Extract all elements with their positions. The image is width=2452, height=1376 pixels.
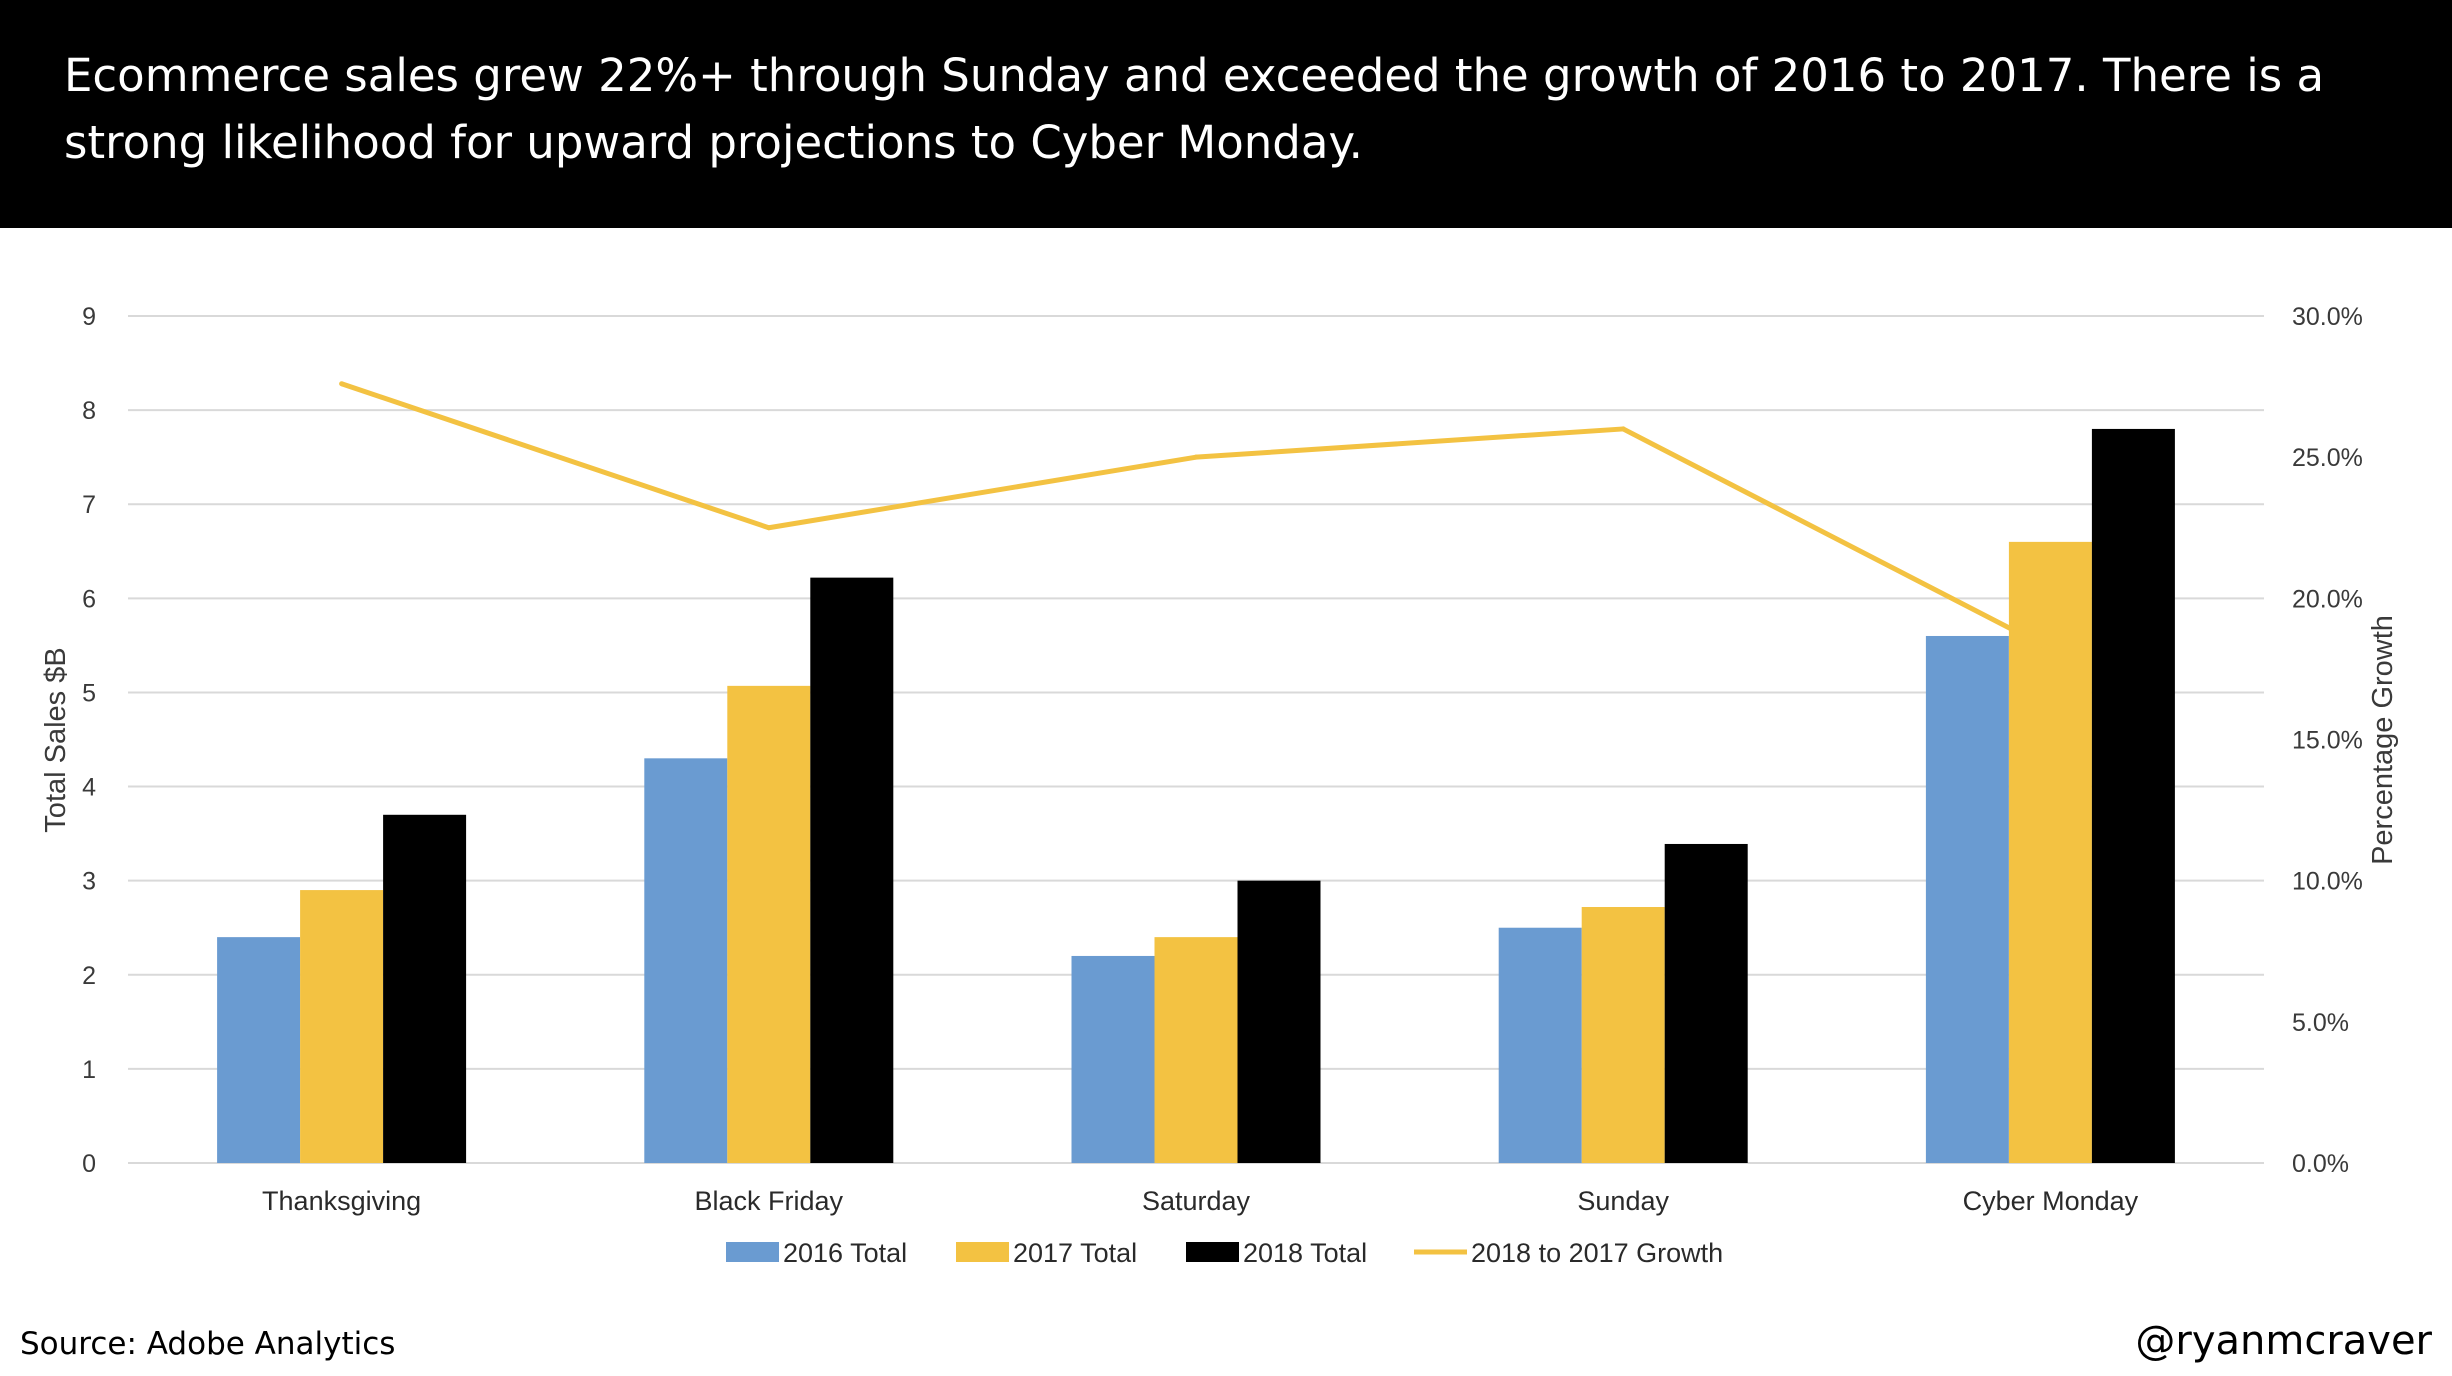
y2-tick-label: 20.0% xyxy=(2292,585,2363,613)
x-category-label: Sunday xyxy=(1577,1186,1669,1216)
legend-label: 2018 Total xyxy=(1243,1238,1367,1268)
y-tick-label: 4 xyxy=(82,774,96,802)
gridlines xyxy=(128,315,2264,1164)
legend-swatch xyxy=(726,1242,779,1262)
x-category-label: Thanksgiving xyxy=(262,1186,421,1216)
bar-2018-total xyxy=(1664,843,1748,1163)
y-tick-label: 8 xyxy=(82,397,96,425)
growth-point xyxy=(1193,454,1199,460)
y-axis-left: 0 1 2 3 4 5 6 7 8 9 xyxy=(82,303,96,1178)
y2-tick-label: 5.0% xyxy=(2292,1009,2349,1037)
x-category-label: Saturday xyxy=(1142,1186,1251,1216)
y2-tick-label: 25.0% xyxy=(2292,444,2363,472)
growth-point xyxy=(766,525,772,531)
source-note: Source: Adobe Analytics xyxy=(20,1326,396,1362)
combo-chart: 0 1 2 3 4 5 6 7 8 9 0.0% 5.0% 10.0% 15.0% 20.0% 25.0% 3… xyxy=(40,303,2399,1268)
y2-tick-label: 15.0% xyxy=(2292,727,2363,755)
growth-line xyxy=(340,381,2052,652)
y2-tick-label: 0.0% xyxy=(2292,1150,2349,1178)
growth-line-series xyxy=(339,381,2053,652)
y-tick-label: 9 xyxy=(82,303,96,331)
bar-2017-total xyxy=(2008,541,2092,1163)
legend-swatch xyxy=(956,1242,1009,1262)
bar-2018-total xyxy=(1237,880,1321,1163)
bar-2017-total xyxy=(1581,907,1665,1163)
bar-2016-total xyxy=(1925,635,2009,1163)
bar-2018-total xyxy=(810,577,894,1163)
bar-2018-total xyxy=(2091,428,2175,1163)
y-tick-label: 7 xyxy=(82,491,96,519)
bar-series xyxy=(217,428,2175,1163)
bar-2017-total xyxy=(727,685,811,1163)
growth-point xyxy=(339,381,345,387)
y2-tick-label: 10.0% xyxy=(2292,868,2363,896)
bar-2017-total xyxy=(300,890,384,1163)
y-tick-label: 0 xyxy=(82,1150,96,1178)
bar-2018-total xyxy=(383,814,467,1163)
y2-tick-label: 30.0% xyxy=(2292,303,2363,331)
headline-banner: Ecommerce sales grew 22%+ through Sunday… xyxy=(0,0,2452,228)
y-tick-label: 2 xyxy=(82,962,96,990)
bar-2016-total xyxy=(217,937,301,1163)
legend-swatch xyxy=(1186,1242,1239,1262)
bar-2017-total xyxy=(1154,937,1238,1163)
x-category-label: Black Friday xyxy=(695,1186,844,1216)
bar-2016-total xyxy=(644,758,728,1163)
growth-point xyxy=(1620,426,1626,432)
legend-label: 2017 Total xyxy=(1013,1238,1137,1268)
y-tick-label: 3 xyxy=(82,868,96,896)
legend: 2016 Total 2017 Total 2018 Total 2018 to 20… xyxy=(726,1238,1723,1268)
y-axis-title: Total Sales $B xyxy=(40,647,72,832)
legend-label: 2016 Total xyxy=(783,1238,907,1268)
bar-2016-total xyxy=(1071,955,1155,1163)
y-axis-right: 0.0% 5.0% 10.0% 15.0% 20.0% 25.0% 30.0% xyxy=(2292,303,2363,1178)
y-tick-label: 6 xyxy=(82,585,96,613)
y2-axis-title: Percentage Growth xyxy=(2367,615,2399,865)
bar-2016-total xyxy=(1498,927,1582,1163)
y-tick-label: 5 xyxy=(82,679,96,707)
y-tick-label: 1 xyxy=(82,1056,96,1084)
headline-text: Ecommerce sales grew 22%+ through Sunday… xyxy=(64,49,2325,169)
growth-point xyxy=(2047,646,2053,652)
x-category-label: Cyber Monday xyxy=(1963,1186,2139,1216)
author-handle: @ryanmcraver xyxy=(2135,1318,2432,1364)
legend-label: 2018 to 2017 Growth xyxy=(1471,1238,1723,1268)
x-axis-categories: Thanksgiving Black Friday Saturday Sunday Cy… xyxy=(262,1186,2139,1216)
